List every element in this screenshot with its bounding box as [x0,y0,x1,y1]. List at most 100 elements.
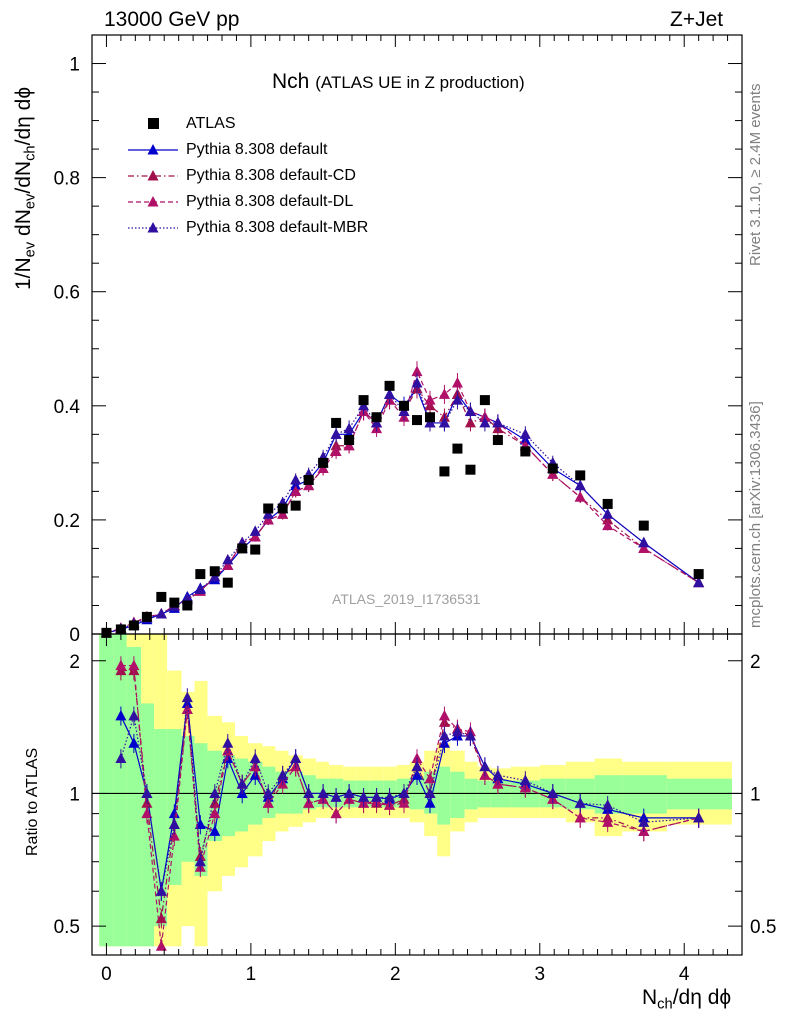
legend-label-atlas: ATLAS [186,115,236,132]
ratio-point-marker [236,778,248,789]
ratio-y-tick-label: 0.5 [54,917,80,938]
atlas-data-point [263,503,274,514]
ratio-point-marker [128,659,140,671]
ratio-point-marker [115,659,127,671]
collision-label: 13000 GeV pp [104,8,240,31]
main-y-tick-label: 0.8 [54,169,80,190]
main-point-marker [602,519,614,531]
ratio-point-marker [371,791,383,802]
main-point-marker [451,376,463,388]
ratio-point-marker [141,807,153,819]
atlas-data-point [209,566,220,577]
main-point-marker [411,376,423,388]
ratio-point-marker [602,816,614,827]
main-point-marker [222,553,234,565]
ratio-point-marker [358,791,370,802]
ratio-point-marker [209,787,221,798]
ratio-y-tick-label-right: 1 [750,784,761,805]
atlas-data-point [222,577,233,588]
ratio-point-marker [209,825,221,836]
ratio-point-marker [141,787,153,798]
atlas-data-point [318,457,329,468]
x-tick-label: 0 [101,964,112,985]
legend-markers [128,118,178,233]
x-tick-label: 2 [390,964,401,985]
ratio-point-marker [330,807,342,819]
atlas-data-point [169,597,180,608]
main-point-marker [602,508,614,519]
ratio-point-marker [168,807,180,819]
legend-marker [147,170,159,181]
main-series-line [106,387,700,634]
legend-marker [147,222,159,233]
atlas-data-point [195,569,206,580]
legend-marker [147,196,159,207]
ratio-point-marker [249,752,261,764]
atlas-data-point [250,544,261,555]
main-point-marker [693,576,705,588]
atlas-data-point [277,503,288,514]
x-tick-label: 4 [679,964,690,985]
ratio-point-marker [330,791,342,802]
main-point-marker [638,536,650,548]
ratio-band-green [622,775,667,814]
ratio-series-group [92,656,742,951]
ratio-point-marker [424,787,436,798]
main-point-marker [384,388,396,399]
ratio-point-marker [222,737,234,748]
main-point-marker [330,428,342,439]
atlas-data-point [520,446,531,457]
ratio-point-marker [438,709,450,721]
ratio-band-green [154,729,168,927]
ratio-point-marker [398,787,410,798]
plot-title: Nch (ATLAS UE in Z production) [272,70,525,93]
atlas-data-point [547,463,558,474]
main-y-tick-label: 0 [69,625,80,646]
ratio-band-green [99,634,114,947]
main-series-group [100,361,705,638]
process-label: Z+Jet [670,8,724,31]
ratio-band-green [126,646,142,947]
main-point-marker [249,525,261,536]
atlas-data-point [303,474,314,485]
main-point-marker [411,365,423,377]
main-point-marker [438,416,450,428]
main-point-marker [424,394,436,405]
main-point-marker [155,608,167,619]
main-y-tick-label: 0.4 [54,397,81,418]
axes-group: 0 1 2 3 4 0 0.2 0.4 0.6 0.8 1 0.5 0.5 1 1 2 2 [54,34,776,985]
ratio-band-green [113,634,127,947]
ratio-point-marker [343,787,355,798]
atlas-data-point [638,520,649,531]
main-point-marker [464,405,476,417]
ratio-point-marker [451,725,463,737]
legend-label-dl: Pythia 8.308 default-DL [186,193,354,210]
x-axis-label: Nch/dη dϕ [642,986,732,1013]
ratio-point-marker [168,830,180,841]
legend-marker-atlas [148,118,159,129]
ratio-y-tick-label: 2 [69,652,80,673]
atlas-data-point [384,380,395,391]
main-point-marker [492,416,504,428]
ratio-series-line [120,697,699,892]
atlas-data-point [141,611,152,622]
ratio-y-tick-label: 1 [69,784,80,805]
atlas-data-point [425,412,435,423]
main-point-marker [438,388,450,399]
atlas-data-point [331,417,342,428]
ratio-y-tick-label-right: 0.5 [750,917,776,938]
main-point-marker [574,491,586,502]
ratio-point-marker [128,737,140,748]
atlas-data-point [399,400,409,411]
atlas-data-point [412,415,422,426]
atlas-data-point [290,500,301,511]
main-point-marker [330,445,342,456]
legend-marker [147,144,159,155]
ratio-point-marker [181,691,193,703]
ratio-point-marker [492,769,504,780]
main-y-tick-label: 0.6 [54,283,80,304]
main-point-marker [249,531,261,542]
ratio-point-marker [384,791,396,802]
ratio-point-marker [547,787,559,798]
analysis-watermark: ATLAS_2019_I1736531 [332,591,481,607]
